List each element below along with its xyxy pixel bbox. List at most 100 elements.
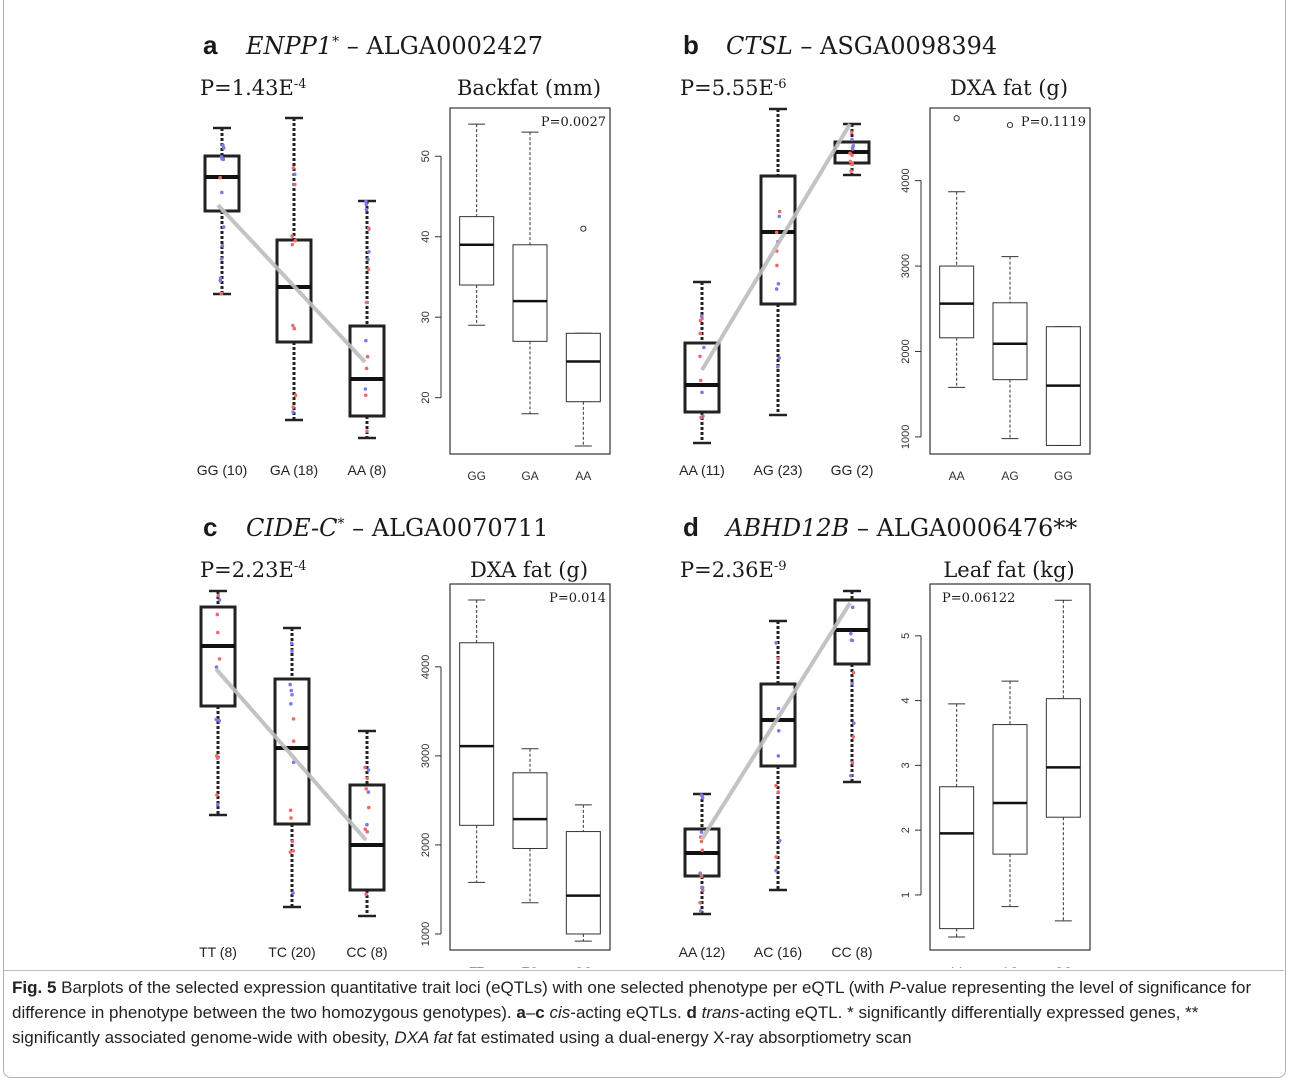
eqtl-sample-dot — [698, 331, 703, 336]
eqtl-sample-dot — [774, 868, 778, 873]
caption-range-a: a — [516, 1003, 526, 1022]
x-tick-label: AA — [575, 469, 591, 483]
eqtl-p-value: P=5.55E-6 — [680, 76, 787, 100]
eqtl-sample-dot — [850, 153, 854, 158]
eqtl-sample-dot — [291, 323, 295, 328]
eqtl-sample-dot — [363, 387, 368, 391]
eqtl-p-exponent: -6 — [774, 77, 787, 92]
eqtl-sample-dot — [776, 656, 780, 661]
eqtl-sample-dot — [849, 169, 853, 173]
eqtl-sample-dot — [777, 209, 782, 214]
eqtl-sample-dot — [290, 242, 295, 247]
panel-letter: b — [683, 30, 699, 60]
caption-text-5: fat estimated using a dual-energy X-ray … — [452, 1028, 912, 1047]
eqtl-sample-dot — [290, 692, 294, 697]
eqtl-sample-dot — [290, 649, 294, 653]
eqtl-sample-dot — [367, 250, 371, 254]
plot-frame — [929, 583, 1091, 951]
eqtl-sample-dot — [777, 214, 782, 219]
box — [1045, 698, 1081, 818]
eqtl-sample-dot — [774, 641, 778, 645]
eqtl-p-value: P=2.23E-4 — [200, 558, 307, 582]
eqtl-box — [348, 783, 386, 892]
eqtl-group-label: CC (8) — [346, 944, 387, 960]
eqtl-sample-dot — [699, 415, 703, 420]
eqtl-sample-dot — [702, 345, 706, 350]
eqtl-sample-dot — [367, 226, 371, 230]
phenotype-chart-a: 20 30 40 50 GG GA AA P=0.0027 — [420, 107, 611, 483]
eqtl-sample-dot — [292, 326, 297, 331]
eqtl-sample-dot — [366, 257, 370, 262]
eqtl-sample-dot — [850, 162, 855, 167]
eqtl-sample-dot — [851, 143, 856, 148]
gene-name: CTSL — [726, 32, 793, 60]
eqtl-sample-dot — [849, 631, 853, 636]
phenotype-title: DXA fat (g) — [470, 558, 588, 582]
eqtl-sample-dot — [700, 888, 705, 893]
eqtl-sample-dot — [365, 354, 370, 359]
eqtl-group-label: CC (8) — [831, 944, 872, 960]
eqtl-box — [273, 677, 311, 826]
plot-frame — [929, 107, 1091, 455]
snp-name: – ALGA0002427 — [339, 32, 543, 60]
eqtl-group-label: AA (11) — [679, 462, 725, 478]
eqtl-sample-dot — [698, 909, 703, 913]
figure-caption: Fig. 5 Barplots of the selected expressi… — [12, 975, 1280, 1050]
eqtl-sample-dot — [365, 829, 370, 834]
eqtl-sample-dot — [221, 146, 226, 150]
phenotype-p-value: P=0.0027 — [541, 115, 606, 130]
y-tick-label: 1 — [900, 892, 912, 898]
eqtl-sample-dot — [698, 901, 702, 905]
eqtl-sample-dot — [850, 760, 855, 765]
eqtl-sample-dot — [214, 717, 219, 722]
panel-heading: CIDE-C* – ALGA0070711 — [246, 514, 548, 542]
caption-trans: trans — [701, 1003, 740, 1022]
eqtl-sample-dot — [851, 735, 856, 739]
eqtl-sample-dot — [218, 176, 222, 180]
eqtl-sample-dot — [218, 276, 223, 281]
x-tick-label: GG — [467, 469, 486, 483]
eqtl-sample-dot — [774, 230, 779, 235]
x-tick-label: TT — [469, 965, 484, 968]
x-tick-label: CC — [575, 965, 593, 968]
y-tick-label: 1000 — [900, 425, 912, 449]
x-tick-label: TC — [522, 965, 538, 968]
caption-text-4: -acting eQTL. * significantly differenti… — [12, 1003, 1199, 1047]
eqtl-sample-dot — [774, 287, 779, 291]
y-tick-label: 30 — [420, 311, 432, 323]
eqtl-sample-dot — [221, 225, 226, 229]
eqtl-sample-dot — [366, 790, 371, 794]
box — [939, 786, 975, 930]
caption-divider — [4, 970, 1284, 971]
eqtl-sample-dot — [219, 190, 224, 195]
eqtl-sample-dot — [217, 598, 222, 602]
panel-d: d ABHD12B – ALGA0006476** P=2.36E-9 Leaf fa… — [679, 512, 1078, 960]
y-tick-label: 5 — [900, 633, 912, 639]
eqtl-sample-dot — [215, 802, 220, 807]
eqtl-sample-dot — [221, 143, 225, 147]
eqtl-box — [683, 341, 721, 414]
eqtl-box — [199, 605, 237, 708]
eqtl-sample-dot — [850, 681, 854, 686]
eqtl-sample-dot — [363, 393, 368, 398]
x-tick-label: AG — [1001, 469, 1018, 483]
eqtl-sample-dot — [293, 182, 297, 187]
y-tick-label: 2000 — [900, 339, 912, 363]
y-tick-label: 4000 — [420, 655, 432, 679]
panel-c: c CIDE-C* – ALGA0070711 P=2.23E-4 DXA fat (… — [199, 512, 588, 960]
panel-heading: CTSL – ASGA0098394 — [726, 32, 997, 60]
eqtl-sample-dot — [290, 839, 295, 844]
y-tick-label: 2000 — [420, 833, 432, 857]
gene-name: ENPP1 — [245, 32, 332, 60]
phenotype-title: Leaf fat (kg) — [943, 558, 1074, 582]
eqtl-sample-dot — [774, 783, 778, 788]
eqtl-sample-dot — [220, 243, 225, 248]
phenotype-chart-b: 1000 2000 3000 4000 AA AG GG P=0.1119 — [900, 107, 1091, 483]
x-tick-label: AA — [949, 469, 965, 483]
eqtl-sample-dot — [363, 765, 367, 770]
eqtl-sample-dot — [700, 795, 705, 800]
eqtl-sample-dot — [288, 808, 293, 813]
eqtl-sample-dot — [699, 874, 704, 878]
